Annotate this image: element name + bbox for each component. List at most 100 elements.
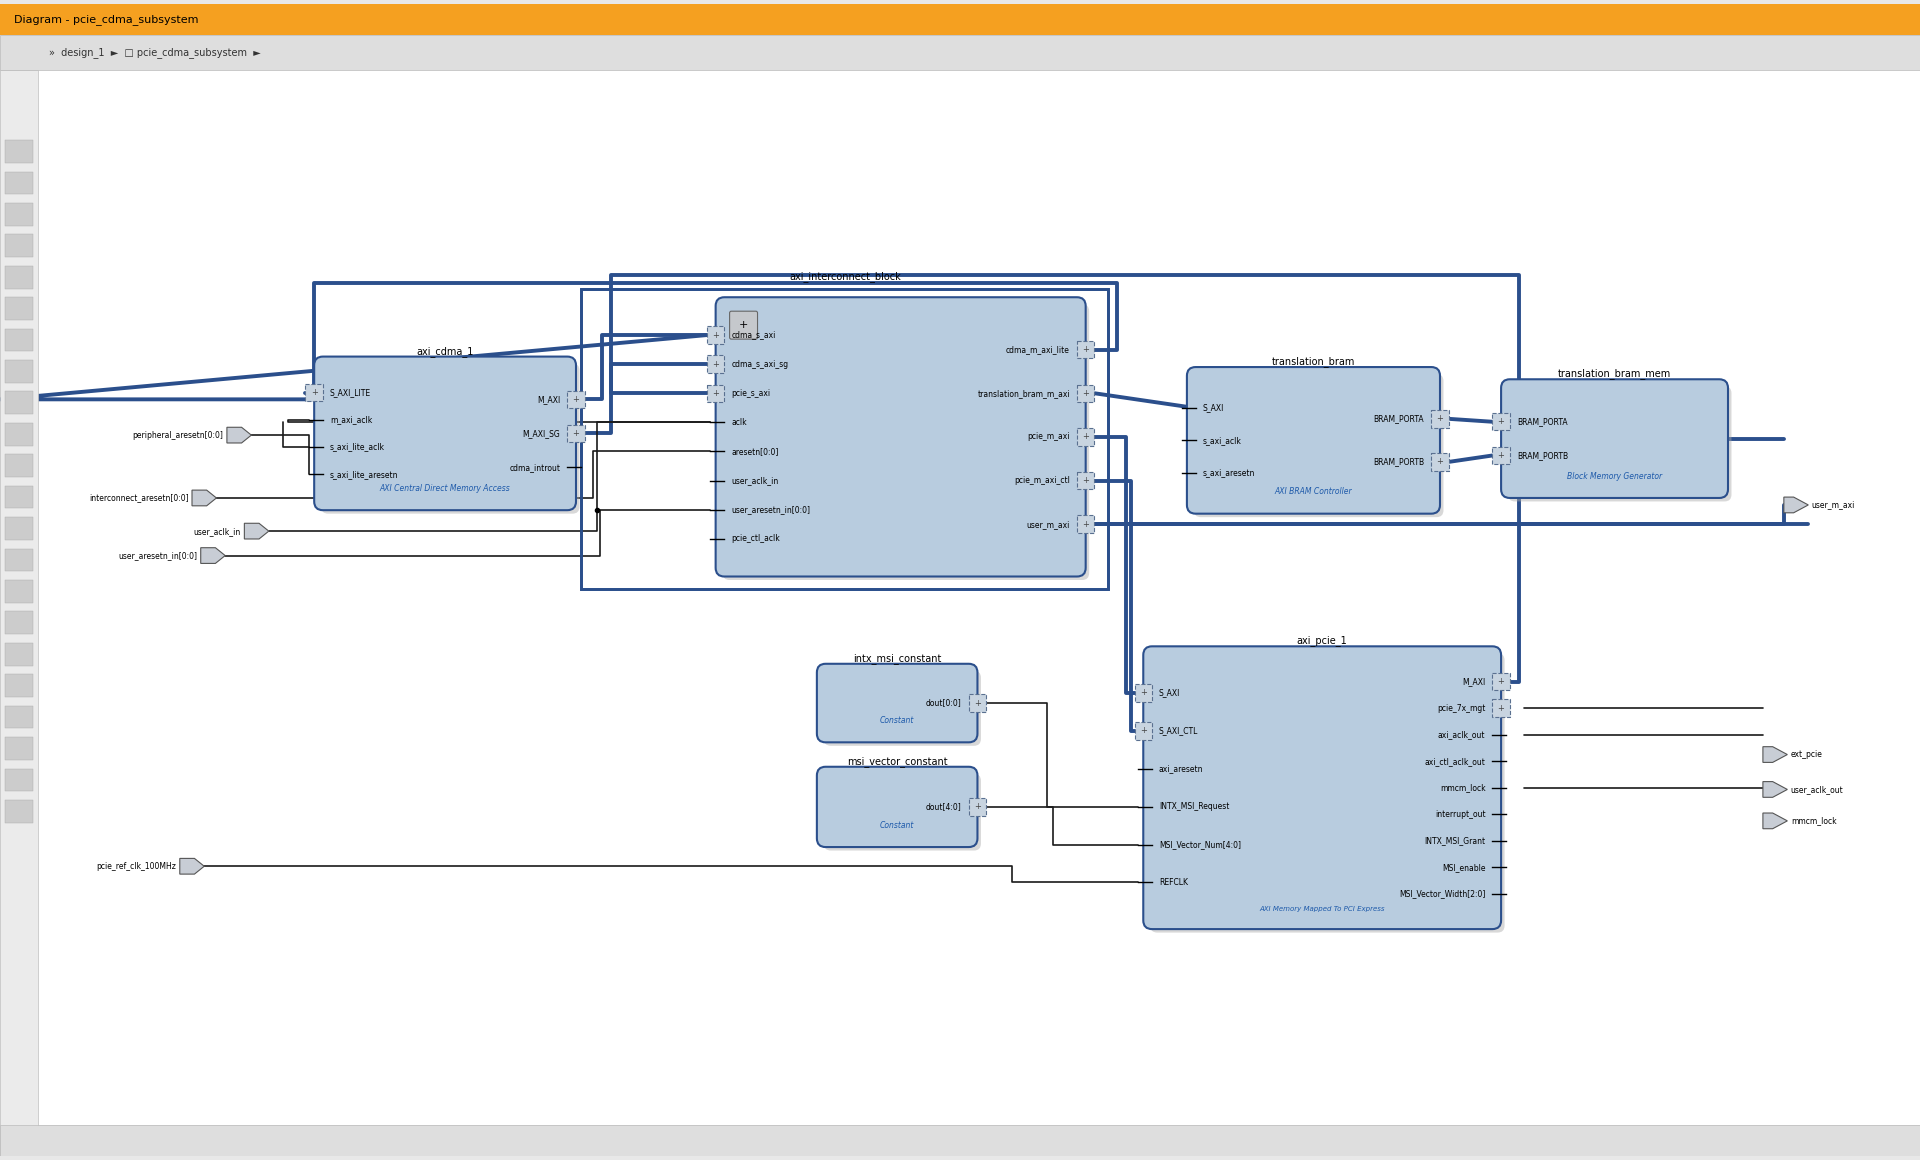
Text: S_AXI_LITE: S_AXI_LITE — [330, 389, 371, 397]
Text: +: + — [1436, 414, 1444, 423]
Text: REFCLK: REFCLK — [1160, 878, 1188, 887]
Text: Constant: Constant — [879, 820, 914, 829]
FancyBboxPatch shape — [1430, 411, 1450, 428]
Text: BRAM_PORTB: BRAM_PORTB — [1517, 451, 1569, 461]
Text: cdma_s_axi: cdma_s_axi — [732, 331, 776, 340]
Text: +: + — [1083, 433, 1089, 441]
Text: axi_cdma_1: axi_cdma_1 — [417, 346, 474, 356]
Text: cdma_introut: cdma_introut — [509, 463, 561, 472]
Text: +: + — [973, 803, 981, 811]
Text: +: + — [712, 360, 720, 369]
Bar — [0, 71, 38, 1160]
Text: +: + — [712, 389, 720, 398]
Text: +: + — [1498, 451, 1505, 461]
FancyBboxPatch shape — [824, 774, 981, 850]
FancyBboxPatch shape — [1142, 646, 1501, 929]
Bar — [6, 234, 33, 258]
Bar — [6, 172, 33, 194]
Text: M_AXI: M_AXI — [538, 394, 561, 404]
Text: cdma_m_axi_lite: cdma_m_axi_lite — [1006, 346, 1069, 354]
Text: +: + — [1498, 418, 1505, 426]
Text: pcie_ctl_aclk: pcie_ctl_aclk — [732, 535, 780, 543]
FancyBboxPatch shape — [1430, 454, 1450, 471]
Text: user_aresetn_in[0:0]: user_aresetn_in[0:0] — [119, 551, 198, 560]
FancyBboxPatch shape — [305, 384, 323, 401]
Text: MSI_Vector_Num[4:0]: MSI_Vector_Num[4:0] — [1160, 840, 1240, 849]
FancyBboxPatch shape — [1077, 472, 1094, 490]
Text: axi_interconnect_block: axi_interconnect_block — [789, 270, 900, 282]
FancyBboxPatch shape — [707, 355, 724, 372]
Text: translation_bram: translation_bram — [1271, 356, 1356, 367]
Text: translation_bram_m_axi: translation_bram_m_axi — [977, 389, 1069, 398]
Bar — [6, 674, 33, 697]
Text: pcie_m_axi_ctl: pcie_m_axi_ctl — [1014, 476, 1069, 485]
Text: M_AXI: M_AXI — [1463, 677, 1486, 686]
Text: +: + — [1083, 476, 1089, 485]
Text: +: + — [1436, 457, 1444, 466]
FancyBboxPatch shape — [1077, 515, 1094, 532]
Text: s_axi_aresetn: s_axi_aresetn — [1202, 469, 1256, 477]
Bar — [6, 297, 33, 320]
Bar — [6, 486, 33, 508]
Text: AXI BRAM Controller: AXI BRAM Controller — [1275, 487, 1352, 496]
FancyBboxPatch shape — [566, 391, 586, 408]
Text: Constant: Constant — [879, 716, 914, 725]
Text: +: + — [1140, 688, 1146, 697]
Text: +: + — [712, 331, 720, 340]
Bar — [6, 455, 33, 477]
Text: BRAM_PORTB: BRAM_PORTB — [1373, 457, 1425, 466]
FancyBboxPatch shape — [566, 425, 586, 442]
FancyBboxPatch shape — [1077, 428, 1094, 445]
Bar — [0, 1124, 1920, 1157]
Text: pcie_s_axi: pcie_s_axi — [732, 389, 770, 398]
FancyBboxPatch shape — [1492, 673, 1509, 690]
Text: axi_ctl_aclk_out: axi_ctl_aclk_out — [1425, 756, 1486, 766]
Text: Block Memory Generator: Block Memory Generator — [1567, 471, 1663, 480]
FancyBboxPatch shape — [1077, 384, 1094, 403]
FancyBboxPatch shape — [1492, 447, 1509, 464]
Polygon shape — [227, 427, 252, 443]
Text: +: + — [973, 698, 981, 708]
Text: MSI_enable: MSI_enable — [1442, 863, 1486, 872]
Polygon shape — [244, 523, 269, 539]
Text: MSI_Vector_Width[2:0]: MSI_Vector_Width[2:0] — [1400, 890, 1486, 898]
FancyBboxPatch shape — [315, 356, 576, 510]
Text: AXI Central Direct Memory Access: AXI Central Direct Memory Access — [380, 484, 511, 493]
FancyBboxPatch shape — [1501, 379, 1728, 498]
FancyBboxPatch shape — [722, 304, 1089, 580]
Text: ext_pcie: ext_pcie — [1791, 751, 1822, 759]
Text: user_aclk_out: user_aclk_out — [1791, 785, 1843, 793]
Bar — [6, 203, 33, 226]
Text: s_axi_aclk: s_axi_aclk — [1202, 436, 1242, 445]
Text: Diagram - pcie_cdma_subsystem: Diagram - pcie_cdma_subsystem — [13, 14, 198, 26]
Text: pcie_ref_clk_100MHz: pcie_ref_clk_100MHz — [96, 862, 177, 871]
Polygon shape — [1763, 747, 1788, 762]
Bar — [6, 769, 33, 791]
Bar — [6, 517, 33, 539]
Polygon shape — [202, 548, 225, 564]
Text: +: + — [572, 394, 580, 404]
Text: axi_pcie_1: axi_pcie_1 — [1296, 636, 1348, 646]
Text: cdma_s_axi_sg: cdma_s_axi_sg — [732, 360, 789, 369]
FancyBboxPatch shape — [1507, 386, 1732, 501]
Text: msi_vector_constant: msi_vector_constant — [847, 756, 947, 767]
Text: +: + — [1083, 520, 1089, 529]
Polygon shape — [1784, 498, 1809, 513]
Bar — [6, 643, 33, 666]
Polygon shape — [1763, 813, 1788, 828]
Text: axi_aclk_out: axi_aclk_out — [1438, 730, 1486, 739]
FancyBboxPatch shape — [1135, 684, 1152, 702]
Text: +: + — [1083, 389, 1089, 398]
Text: +: + — [572, 429, 580, 437]
FancyBboxPatch shape — [707, 326, 724, 343]
Bar — [6, 705, 33, 728]
Bar — [0, 3, 1920, 36]
FancyBboxPatch shape — [1187, 367, 1440, 514]
Text: +: + — [1498, 677, 1505, 686]
FancyBboxPatch shape — [1492, 699, 1509, 717]
Text: AXI Memory Mapped To PCI Express: AXI Memory Mapped To PCI Express — [1260, 906, 1384, 912]
Text: m_axi_aclk: m_axi_aclk — [330, 415, 372, 425]
Text: +: + — [311, 389, 317, 397]
Bar — [6, 611, 33, 635]
FancyBboxPatch shape — [824, 670, 981, 746]
